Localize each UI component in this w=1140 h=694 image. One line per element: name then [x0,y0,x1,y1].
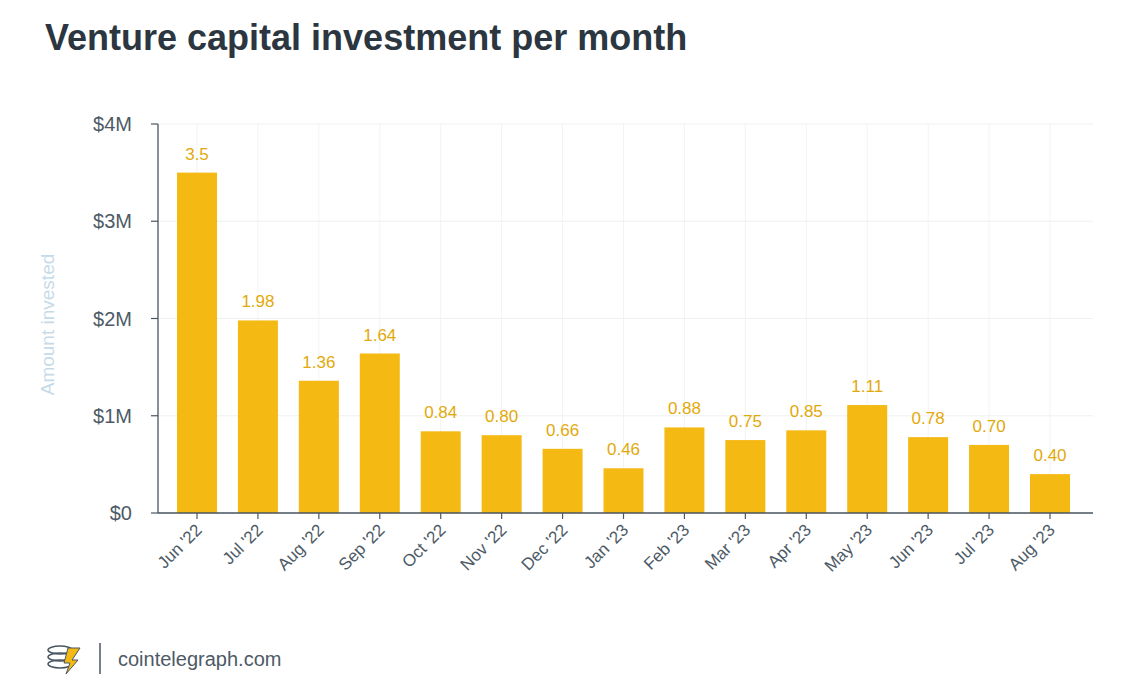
x-tick-label: Sep '22 [335,520,389,574]
x-tick-label: Jul '23 [950,520,998,568]
y-tick [151,318,158,319]
x-tick [745,513,746,519]
data-label: 1.11 [851,377,883,396]
footer: cointelegraph.com [48,643,281,674]
x-tick [379,513,380,519]
x-tick-label: Feb '23 [640,520,693,573]
grid [158,124,1093,513]
bar [360,354,400,513]
bar [482,435,522,513]
data-label: 3.5 [185,145,209,164]
x-tick-label: Aug '22 [274,520,328,574]
x-tick-label: Dec '22 [518,520,572,574]
data-label: 1.64 [363,326,396,345]
data-label: 0.80 [485,407,518,426]
x-tick [988,513,989,519]
data-labels: 3.5 1.98 1.36 1.64 0.84 0.80 0.66 0.46 0.88 0.75 0… [185,145,1066,465]
bar [177,173,217,513]
grid-line [158,513,1093,514]
y-tick-label: $3M [93,210,132,232]
x-tick-label: Jun '22 [154,520,206,572]
data-label: 1.98 [241,292,274,311]
bar [1030,474,1070,513]
y-axis-label: Amount invested [37,254,58,396]
x-tick [867,513,868,519]
data-label: 0.70 [973,417,1006,436]
x-tick-label: Jul '22 [219,520,267,568]
x-tick [806,513,807,519]
data-label: 0.66 [546,421,579,440]
y-tick [151,123,158,124]
bar [543,449,583,513]
bar [299,381,339,513]
x-tick [318,513,319,519]
source: cointelegraph.com [118,648,281,670]
data-label: 0.78 [912,409,945,428]
data-label: 0.40 [1033,446,1066,465]
x-tick-label: Oct '22 [398,520,449,571]
grid-line [158,318,1093,319]
bar [725,440,765,513]
grid-line [158,221,1093,222]
data-label: 0.88 [668,399,701,418]
y-tick-label: $0 [110,502,132,524]
chart-root: Venture capital investment per month 3.5 1… [0,0,1140,694]
y-tick [151,221,158,222]
x-tick [684,513,685,519]
y-tick [151,415,158,416]
x-tick-label: Apr '23 [764,520,815,571]
grid-line [158,415,1093,416]
x-tick-label: Mar '23 [701,520,754,573]
title: Venture capital investment per month [45,17,687,58]
axes: $0 $1M $2M $3M $4M Jun '22 Jul '22Aug '22Sep '… [93,113,1093,576]
x-tick-label: Jan '23 [580,520,632,572]
bar [604,468,644,513]
y-tick-label: $2M [93,308,132,330]
x-tick [562,513,563,519]
x-tick-label: Jun '23 [885,520,937,572]
data-label: 0.84 [424,403,457,422]
bar [238,320,278,513]
x-tick [623,513,624,519]
bars [177,173,1070,513]
y-tick-label: $1M [93,405,132,427]
bar [786,430,826,513]
bar [847,405,887,513]
y-tick [151,512,158,513]
grid-line [158,124,1093,125]
logo [48,646,80,674]
x-tick [501,513,502,519]
x-axis-line [158,512,1093,513]
x-tick [257,513,258,519]
bar [908,437,948,513]
divider [99,643,101,674]
bar [969,445,1009,513]
x-tick [1049,513,1050,519]
x-tick-label: May '23 [821,520,876,575]
bar [421,431,461,513]
x-tick-label: Aug '23 [1005,520,1059,574]
x-tick-label: Nov '22 [457,520,511,574]
x-tick [928,513,929,519]
bar [664,427,704,513]
data-label: 0.46 [607,440,640,459]
data-label: 0.85 [790,402,823,421]
chart: Venture capital investment per month 3.5 1… [0,0,1140,694]
y-tick-label: $4M [93,113,132,135]
data-label: 1.36 [302,353,335,372]
x-tick [440,513,441,519]
x-tick [196,513,197,519]
data-label: 0.75 [729,412,762,431]
